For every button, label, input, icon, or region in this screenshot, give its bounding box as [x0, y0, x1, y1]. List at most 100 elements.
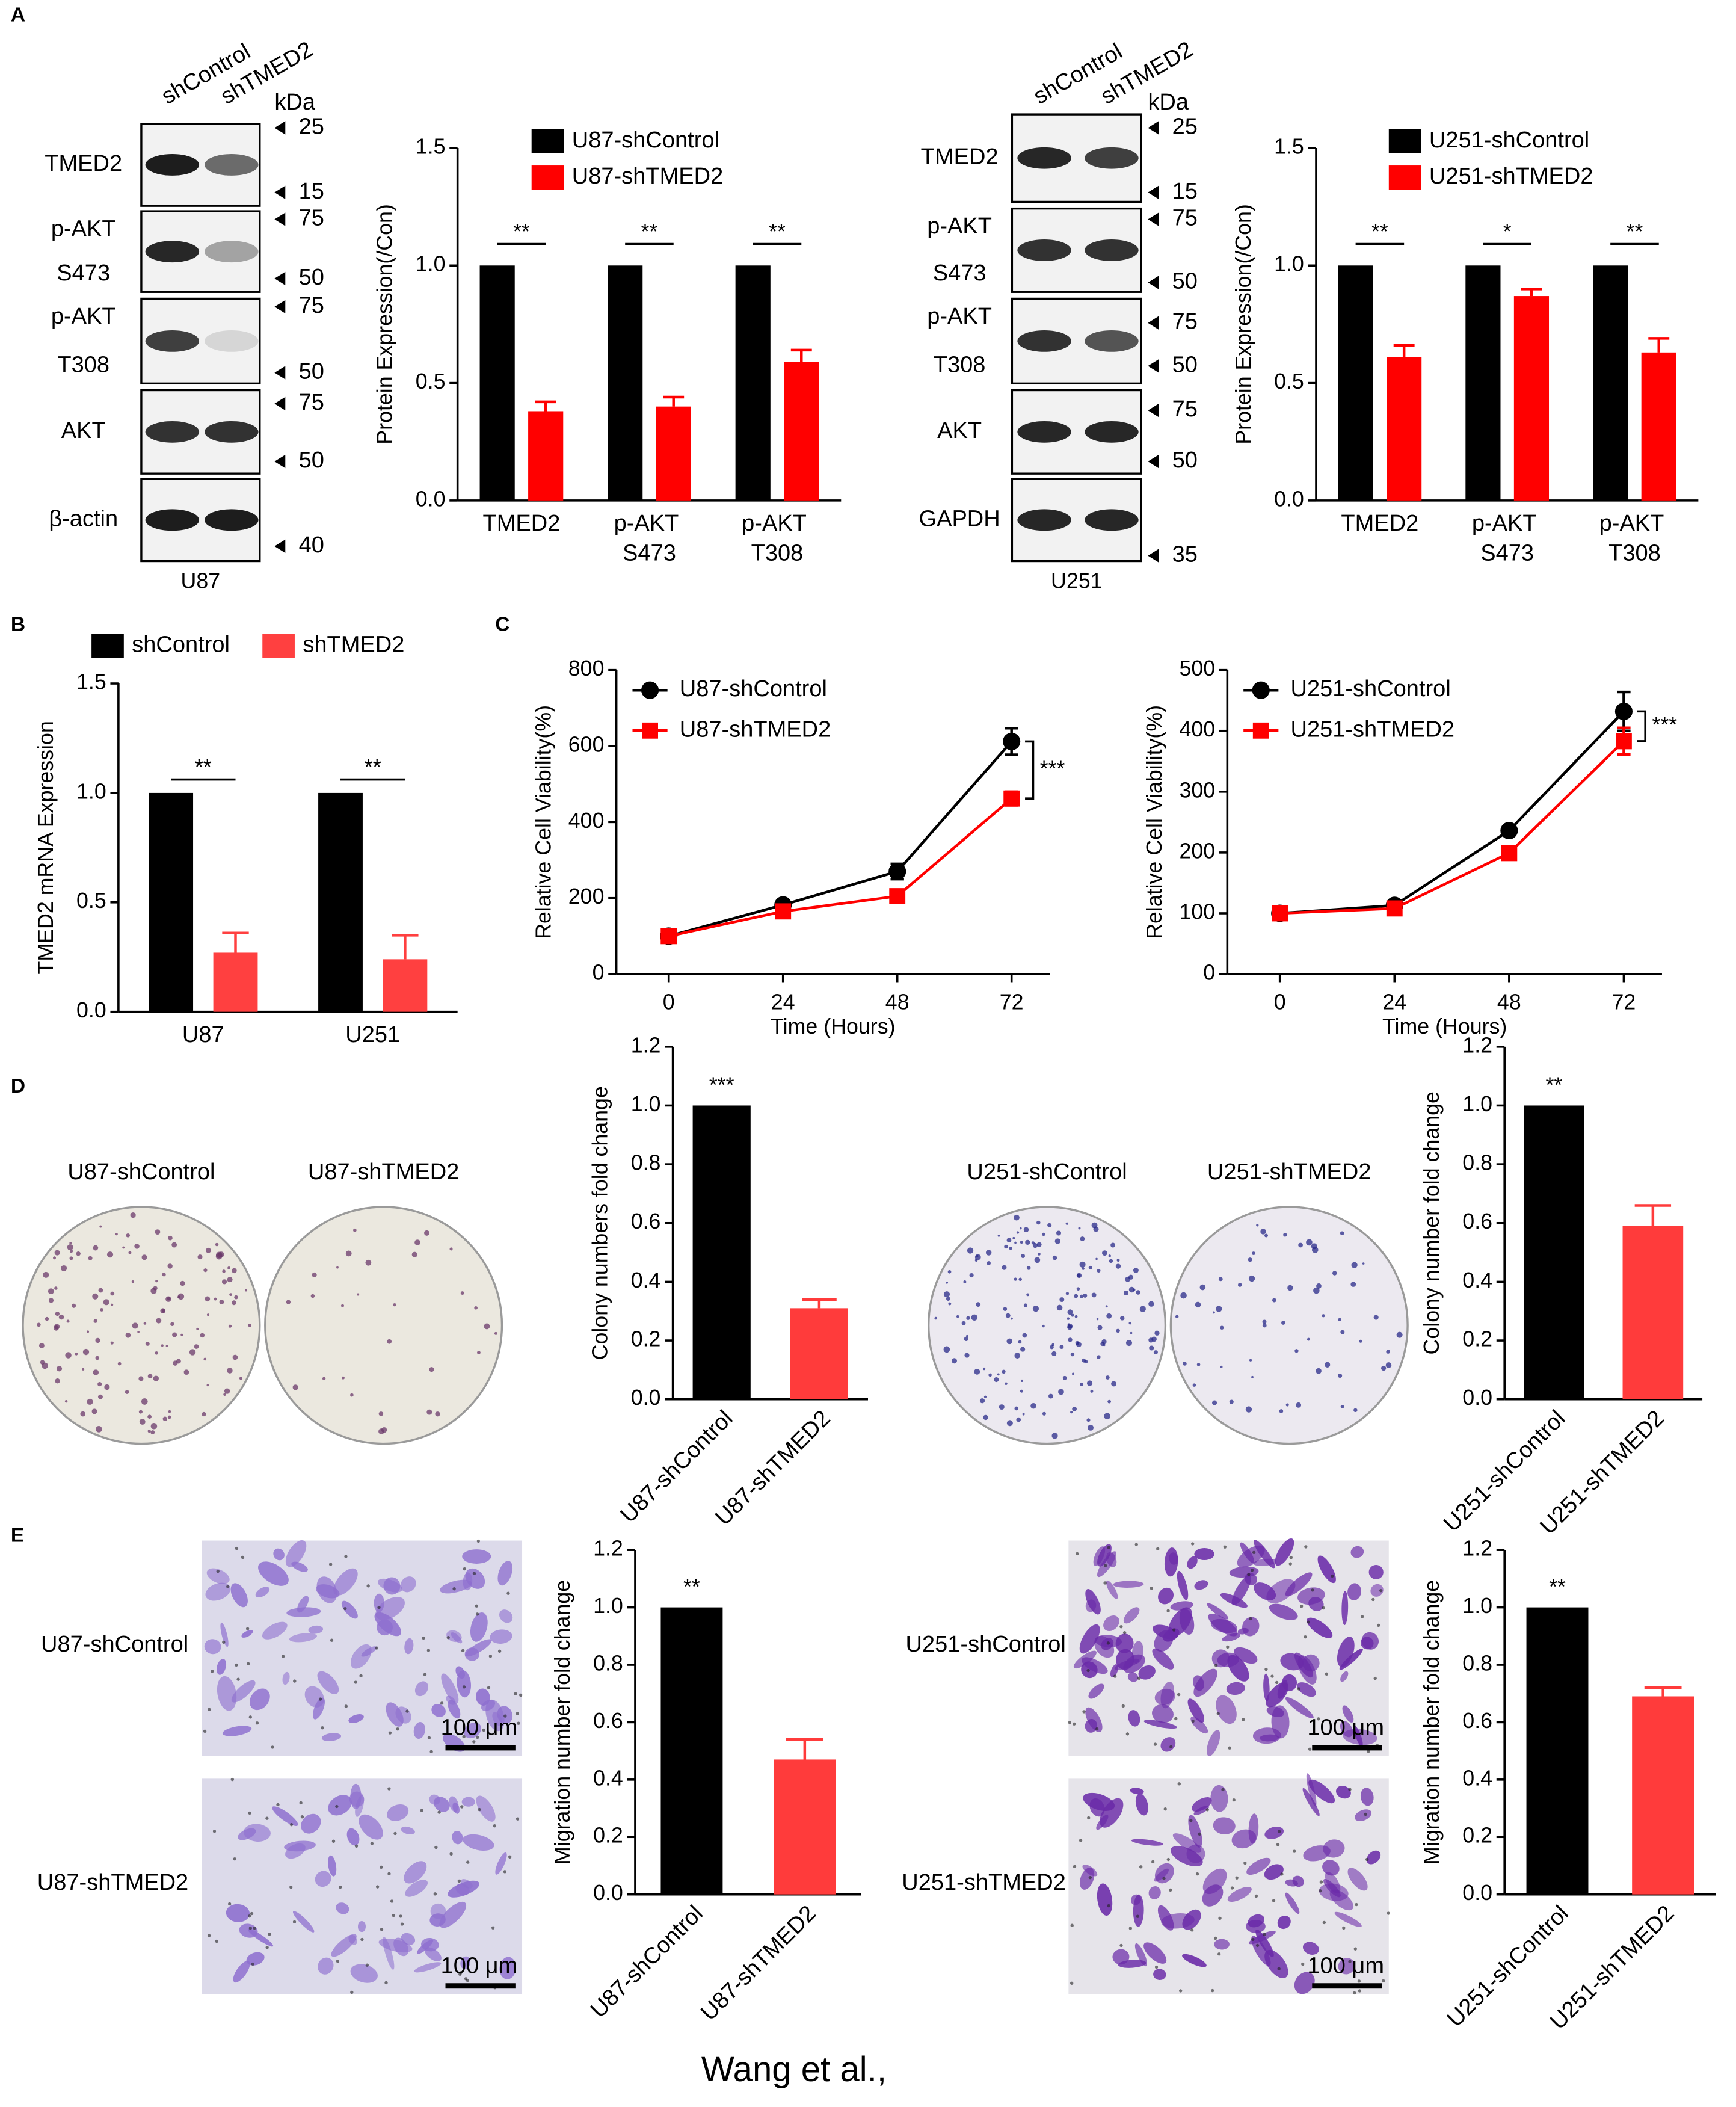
- dish: [22, 1206, 261, 1445]
- pore: [1249, 1617, 1252, 1621]
- colony: [202, 1411, 206, 1417]
- pore: [393, 1831, 397, 1836]
- cell: [1188, 1815, 1202, 1848]
- pore: [1095, 1727, 1099, 1731]
- colony: [971, 1314, 978, 1321]
- scale-bar: [445, 1983, 516, 1989]
- colony: [1020, 1379, 1024, 1382]
- point: [1616, 733, 1632, 750]
- legend-swatch: [262, 634, 295, 658]
- pore: [1153, 1742, 1157, 1746]
- colony: [134, 1244, 140, 1249]
- marker-arrow: [1148, 549, 1159, 563]
- cell: [205, 1582, 231, 1601]
- colony: [1298, 1242, 1304, 1248]
- pore: [1304, 1635, 1307, 1639]
- colony: [1115, 1263, 1121, 1269]
- colony: [162, 1273, 166, 1277]
- colony: [987, 1261, 991, 1265]
- cell: [1259, 1734, 1279, 1742]
- blot-row-label: p-AKT: [927, 214, 992, 239]
- cell: [272, 1806, 298, 1827]
- colony: [1025, 1239, 1030, 1245]
- colony: [1220, 1365, 1223, 1368]
- cell: [1297, 1682, 1316, 1697]
- cell: [1220, 1593, 1248, 1608]
- cell: [1154, 1868, 1169, 1882]
- colony: [1196, 1363, 1201, 1366]
- cell: [1191, 1797, 1212, 1812]
- marker-arrow: [1148, 454, 1159, 469]
- colony: [87, 1330, 90, 1333]
- colony: [946, 1281, 949, 1284]
- pore: [1107, 1546, 1110, 1549]
- pore: [1382, 1979, 1385, 1983]
- blot-band: [205, 154, 259, 176]
- y-tick-label: 0.4: [631, 1268, 661, 1292]
- colony: [956, 1315, 959, 1318]
- colony: [1032, 1306, 1039, 1312]
- colony: [61, 1265, 67, 1271]
- colony: [1287, 1285, 1293, 1291]
- cell: [439, 1901, 467, 1928]
- cell: [1207, 1603, 1229, 1620]
- pore: [380, 1865, 383, 1869]
- x-tick-label: TMED2: [1341, 511, 1418, 536]
- cell: [1227, 1887, 1252, 1902]
- y-tick-label: 0.5: [416, 369, 446, 393]
- colony: [1058, 1389, 1064, 1395]
- pore: [299, 1801, 303, 1805]
- colony: [336, 1266, 339, 1269]
- colony: [171, 1242, 177, 1248]
- point: [1614, 702, 1633, 720]
- colony: [341, 1376, 345, 1380]
- cell: [404, 1638, 414, 1655]
- y-tick-label: 1.0: [76, 779, 106, 803]
- pore: [289, 1822, 294, 1827]
- blot-row-label: S473: [933, 261, 987, 286]
- colony: [206, 1384, 209, 1387]
- pore: [1360, 1615, 1364, 1618]
- pore: [366, 1584, 370, 1588]
- pore: [365, 1963, 369, 1967]
- pore: [208, 1708, 211, 1711]
- pore: [248, 1811, 251, 1815]
- colony: [1054, 1238, 1060, 1244]
- colony: [1016, 1231, 1020, 1234]
- colony: [1065, 1222, 1068, 1225]
- blot-band: [1085, 509, 1139, 531]
- colony: [1123, 1291, 1129, 1296]
- colony: [967, 1247, 974, 1254]
- colony: [1020, 1389, 1023, 1393]
- pore: [222, 1640, 226, 1644]
- colony: [1351, 1262, 1358, 1268]
- pore: [1134, 1543, 1138, 1546]
- colony: [1082, 1267, 1085, 1270]
- dish: [1169, 1206, 1409, 1445]
- cell-line-label: U87: [181, 569, 221, 593]
- x-tick-label: 24: [1382, 990, 1406, 1014]
- cell: [1294, 1972, 1315, 1994]
- pore: [1198, 1832, 1201, 1836]
- colony: [96, 1426, 102, 1433]
- colony: [43, 1271, 49, 1278]
- marker-label: 50: [299, 359, 324, 384]
- pore: [255, 1721, 259, 1725]
- colony: [40, 1360, 45, 1365]
- colony: [196, 1327, 199, 1330]
- pore: [1150, 1587, 1153, 1590]
- pore: [1325, 1672, 1328, 1676]
- colony: [98, 1288, 103, 1293]
- colony: [1080, 1382, 1084, 1386]
- label-line: S473: [623, 541, 676, 566]
- colony: [80, 1411, 86, 1417]
- pore: [1223, 1545, 1227, 1549]
- bar: [479, 265, 515, 501]
- bar: [1593, 265, 1628, 501]
- colony: [131, 1280, 135, 1283]
- pore: [370, 1842, 374, 1845]
- cell: [336, 1902, 349, 1914]
- cell: [404, 1861, 427, 1884]
- colony: [189, 1349, 196, 1356]
- marker-label: 75: [1172, 396, 1198, 422]
